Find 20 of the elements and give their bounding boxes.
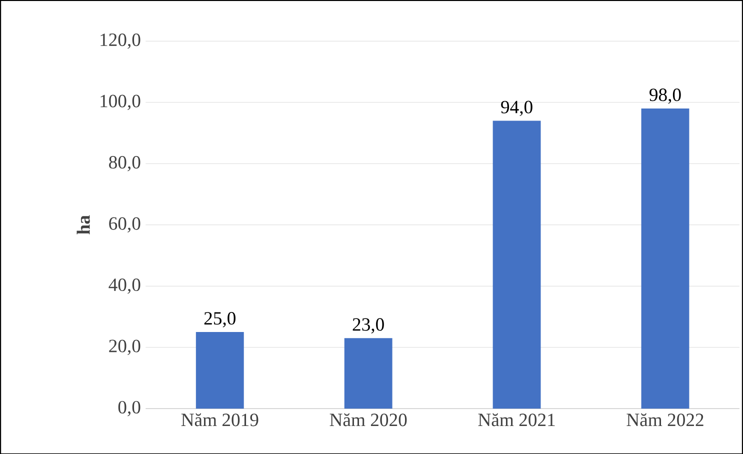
y-tick-label: 120,0 <box>100 33 140 49</box>
y-tick-label: 40,0 <box>108 278 140 294</box>
bar <box>196 332 244 408</box>
x-tick-label: Năm 2019 <box>181 413 258 426</box>
data-label: 25,0 <box>204 312 236 328</box>
x-tick-label: Năm 2022 <box>626 413 704 426</box>
y-tick-label: 20,0 <box>109 340 140 355</box>
x-tick-label: Năm 2021 <box>478 413 555 426</box>
data-label: 94,0 <box>501 100 532 116</box>
bar <box>344 338 392 408</box>
bar <box>492 120 541 408</box>
x-tick-label: Năm 2020 <box>330 413 407 426</box>
y-tick-label: 0,0 <box>118 400 140 416</box>
y-tick-label: 100,0 <box>100 94 140 110</box>
y-tick-label: 80,0 <box>109 156 140 172</box>
bar <box>641 108 690 408</box>
data-label: 98,0 <box>650 88 681 104</box>
y-tick-label: 60,0 <box>109 217 140 232</box>
y-axis-title: ha <box>76 215 90 234</box>
data-label: 23,0 <box>352 318 384 334</box>
